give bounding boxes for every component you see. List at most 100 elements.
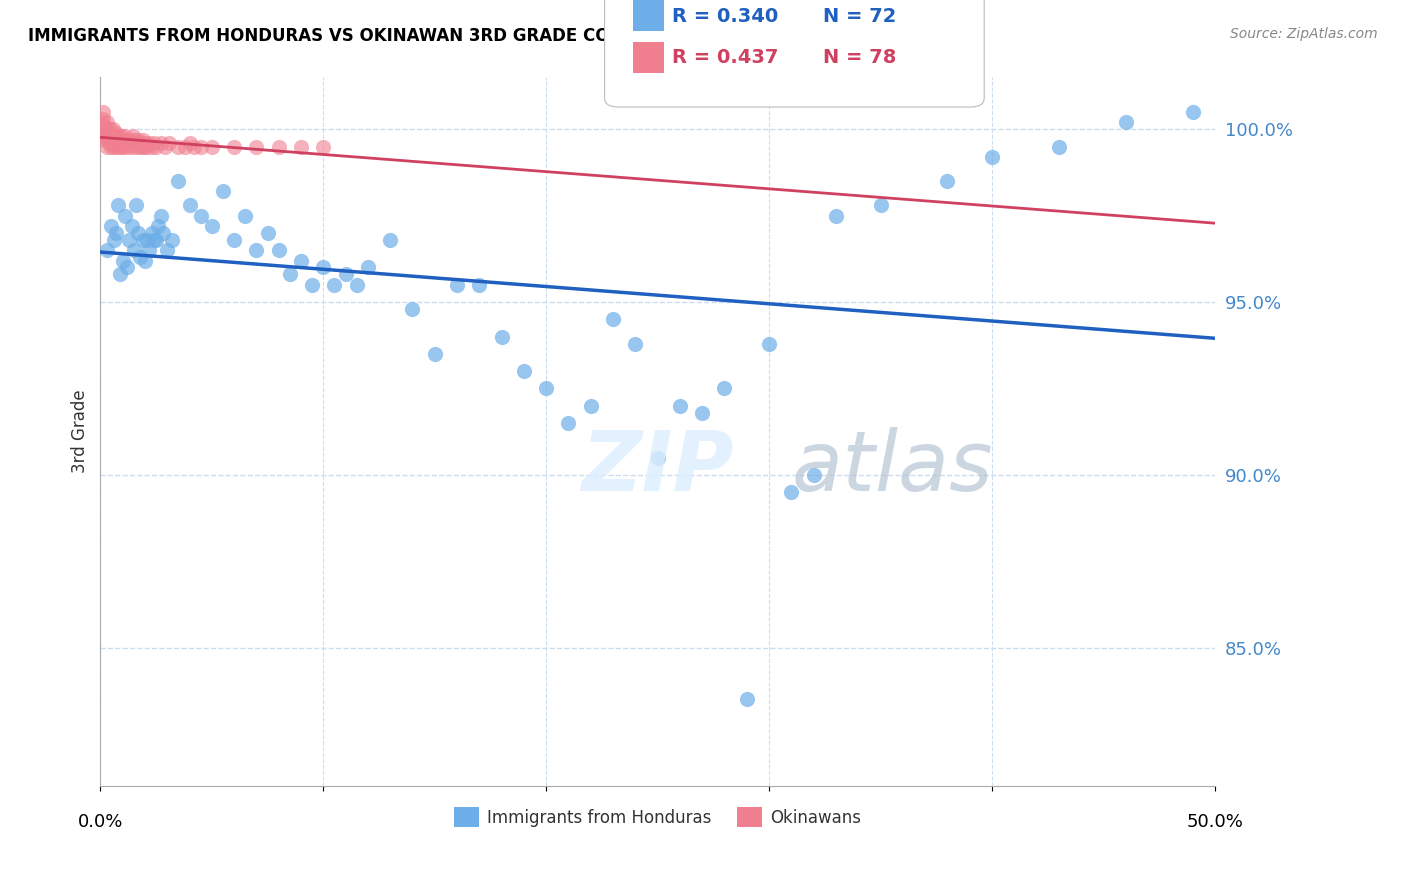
Point xyxy=(103,233,125,247)
Point xyxy=(534,381,557,395)
Point xyxy=(112,139,135,153)
Point xyxy=(121,139,143,153)
Point xyxy=(93,126,115,140)
Point xyxy=(115,260,138,275)
Point xyxy=(121,129,143,144)
Point xyxy=(104,126,127,140)
Point xyxy=(94,133,117,147)
Point xyxy=(312,260,335,275)
Point xyxy=(103,129,125,144)
Point xyxy=(97,136,120,150)
Point xyxy=(1047,139,1070,153)
Point xyxy=(138,136,160,150)
Point xyxy=(96,115,118,129)
Point xyxy=(142,233,165,247)
Point xyxy=(107,139,129,153)
Point xyxy=(160,233,183,247)
Legend: Immigrants from Honduras, Okinawans: Immigrants from Honduras, Okinawans xyxy=(447,800,868,834)
Point xyxy=(825,209,848,223)
Point xyxy=(136,233,159,247)
Point xyxy=(125,139,148,153)
Text: N = 78: N = 78 xyxy=(823,48,896,68)
Point xyxy=(104,226,127,240)
Point xyxy=(145,139,167,153)
Point xyxy=(91,105,114,120)
Point xyxy=(101,129,124,144)
Point xyxy=(138,244,160,258)
Point xyxy=(122,244,145,258)
Point xyxy=(378,233,401,247)
Point xyxy=(129,250,152,264)
Point xyxy=(245,139,267,153)
Point xyxy=(149,209,172,223)
Point xyxy=(96,129,118,144)
Point xyxy=(346,277,368,292)
Point xyxy=(111,136,134,150)
Point xyxy=(869,198,891,212)
Point xyxy=(98,122,121,136)
Point xyxy=(104,136,127,150)
Point xyxy=(579,399,602,413)
Point xyxy=(96,139,118,153)
Point xyxy=(212,185,235,199)
Point xyxy=(94,122,117,136)
Point xyxy=(141,139,163,153)
Point xyxy=(245,244,267,258)
Point xyxy=(115,133,138,147)
Point xyxy=(491,329,513,343)
Point xyxy=(167,139,190,153)
Point xyxy=(110,268,132,282)
Point xyxy=(142,136,165,150)
Point xyxy=(108,129,131,144)
Point xyxy=(115,136,138,150)
Point xyxy=(141,226,163,240)
Point xyxy=(127,136,149,150)
Point xyxy=(100,133,122,147)
Point xyxy=(156,244,179,258)
Point xyxy=(110,139,132,153)
Point xyxy=(357,260,380,275)
Point xyxy=(152,226,174,240)
Point xyxy=(981,150,1004,164)
Point xyxy=(401,301,423,316)
Point xyxy=(222,139,245,153)
Point xyxy=(1181,105,1204,120)
Text: R = 0.340: R = 0.340 xyxy=(672,6,779,26)
Point xyxy=(190,139,212,153)
Point xyxy=(98,129,121,144)
Text: atlas: atlas xyxy=(792,426,993,508)
Point xyxy=(110,133,132,147)
Point xyxy=(117,139,139,153)
Point xyxy=(134,136,156,150)
Point xyxy=(104,133,127,147)
Point xyxy=(105,129,128,144)
Point xyxy=(312,139,335,153)
Point xyxy=(100,219,122,233)
Point xyxy=(557,416,579,430)
Point xyxy=(780,485,803,500)
Point xyxy=(127,133,149,147)
Point xyxy=(735,692,758,706)
Point xyxy=(153,139,176,153)
Point xyxy=(118,136,141,150)
Point xyxy=(167,174,190,188)
Point xyxy=(1115,115,1137,129)
Point xyxy=(179,198,201,212)
Point xyxy=(90,115,112,129)
Point xyxy=(267,244,290,258)
Point xyxy=(97,122,120,136)
Point xyxy=(647,450,669,465)
Point xyxy=(201,219,224,233)
Point xyxy=(105,139,128,153)
Point xyxy=(103,139,125,153)
Point xyxy=(107,136,129,150)
Point xyxy=(690,406,713,420)
Point xyxy=(323,277,346,292)
Point xyxy=(468,277,491,292)
Point xyxy=(114,209,136,223)
Point xyxy=(118,233,141,247)
Point xyxy=(125,198,148,212)
Point xyxy=(179,136,201,150)
Point xyxy=(513,364,536,378)
Point xyxy=(91,112,114,126)
